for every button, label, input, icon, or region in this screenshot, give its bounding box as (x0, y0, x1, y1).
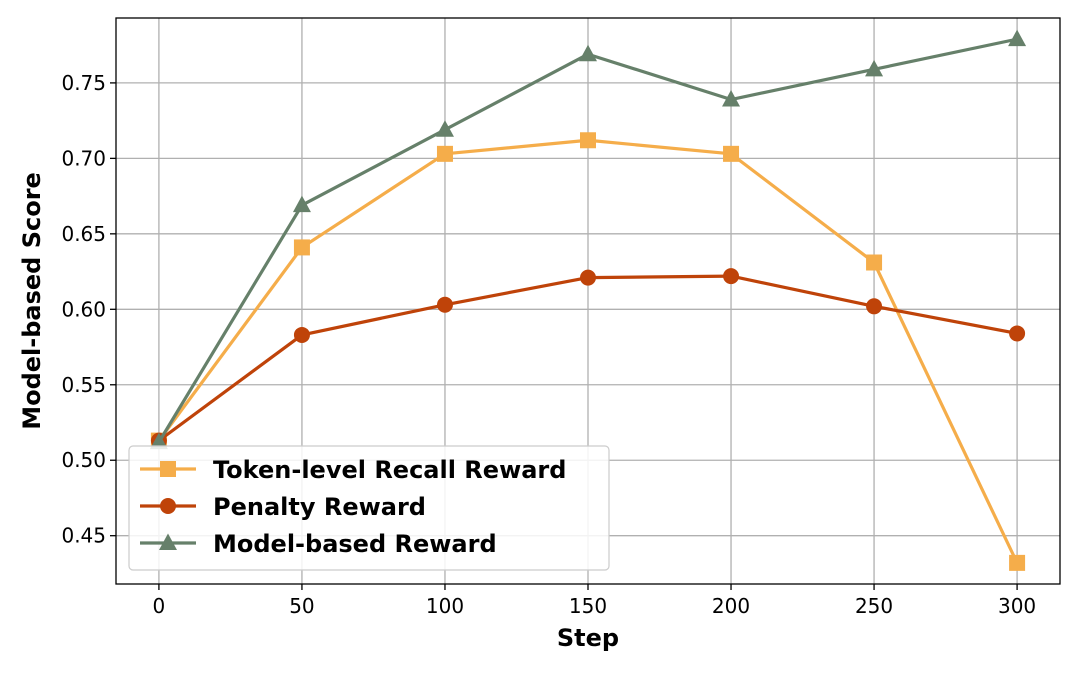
data-point (580, 132, 596, 149)
legend: Token-level Recall Reward Penalty Reward M… (128, 445, 610, 571)
data-point (435, 120, 454, 137)
series-layer (149, 29, 1027, 571)
legend-label: Model-based Reward (213, 530, 497, 558)
y-tick-label: 0.50 (61, 448, 106, 472)
legend-marker (159, 533, 177, 550)
legend-label: Token-level Recall Reward (213, 456, 566, 484)
y-tick-label: 0.70 (61, 146, 106, 170)
legend-label: Penalty Reward (213, 493, 426, 521)
y-axis-ticks: 0.45 0.50 0.55 0.60 0.65 0.70 0.75 (61, 71, 116, 548)
legend-marker (160, 498, 176, 514)
legend-marker (160, 461, 176, 477)
data-point (866, 298, 883, 315)
data-point (293, 239, 310, 256)
data-point (436, 296, 453, 313)
y-tick-label: 0.75 (61, 71, 106, 95)
y-axis-title: Model-based Score (18, 172, 46, 430)
x-tick-label: 300 (998, 594, 1036, 618)
data-point (149, 432, 168, 450)
data-point (292, 195, 311, 213)
data-point (1009, 325, 1026, 342)
data-point (866, 254, 883, 271)
x-tick-label: 150 (569, 594, 607, 618)
data-point (722, 90, 741, 107)
data-point (580, 269, 596, 286)
y-tick-label: 0.55 (61, 373, 106, 397)
x-tick-label: 100 (426, 594, 464, 618)
x-axis-ticks: 0 50 100 150 200 250 300 (153, 584, 1036, 618)
x-axis-title: Step (557, 624, 619, 652)
x-tick-label: 250 (855, 594, 893, 618)
data-point (723, 268, 740, 285)
legend-frame (128, 445, 610, 571)
y-tick-label: 0.60 (61, 297, 106, 321)
data-point (1009, 554, 1026, 571)
x-tick-label: 50 (289, 594, 314, 618)
series-2 (149, 29, 1027, 450)
data-point (293, 326, 310, 343)
data-point (579, 44, 597, 62)
data-point (1008, 29, 1027, 47)
data-point (723, 145, 740, 162)
y-tick-label: 0.45 (61, 524, 106, 548)
x-tick-label: 200 (712, 594, 750, 618)
data-point (436, 145, 453, 162)
y-tick-label: 0.65 (61, 222, 106, 246)
data-point (865, 59, 884, 77)
x-tick-label: 0 (153, 594, 166, 618)
